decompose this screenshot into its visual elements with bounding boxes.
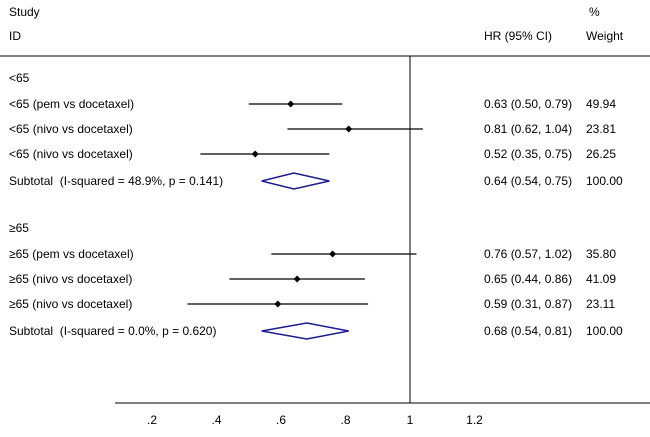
group-label: <65 (9, 71, 30, 85)
column-header-weight: Weight (586, 29, 624, 43)
weight-value: 100.00 (586, 324, 623, 338)
study-label: ≥65 (nivo vs docetaxel) (9, 272, 133, 286)
x-tick-label: 1 (406, 413, 414, 427)
subtotal-label: Subtotal (I-squared = 48.9%, p = 0.141) (9, 174, 224, 188)
point-estimate-marker (287, 100, 295, 108)
study-label: ≥65 (nivo vs docetaxel) (9, 297, 133, 311)
hr-ci-value: 0.52 (0.35, 0.75) (484, 147, 573, 161)
hr-ci-value: 0.68 (0.54, 0.81) (484, 324, 573, 338)
x-tick-label: .2 (146, 413, 157, 427)
study-label: ≥65 (pem vs docetaxel) (9, 247, 134, 261)
point-estimate-marker (251, 150, 259, 158)
weight-value: 49.94 (586, 97, 617, 111)
x-tick-label: .4 (211, 413, 222, 427)
subtotal-label: Subtotal (I-squared = 0.0%, p = 0.620) (9, 324, 217, 338)
weight-value: 41.09 (586, 272, 617, 286)
hr-ci-value: 0.63 (0.50, 0.79) (484, 97, 573, 111)
study-label: <65 (pem vs docetaxel) (9, 97, 135, 111)
group-label: ≥65 (9, 221, 29, 235)
weight-value: 35.80 (586, 247, 617, 261)
point-estimate-marker (274, 300, 282, 308)
weight-value: 100.00 (586, 174, 623, 188)
x-tick-label: 1.2 (466, 413, 483, 427)
hr-ci-value: 0.65 (0.44, 0.86) (484, 272, 573, 286)
hr-ci-value: 0.76 (0.57, 1.02) (484, 247, 573, 261)
weight-value: 23.81 (586, 122, 617, 136)
weight-value: 23.11 (586, 297, 616, 311)
subtotal-diamond (261, 322, 349, 340)
hr-ci-value: 0.59 (0.31, 0.87) (484, 297, 573, 311)
hr-ci-value: 0.81 (0.62, 1.04) (484, 122, 573, 136)
column-header-study: Study (9, 5, 40, 19)
x-tick-label: .8 (340, 413, 351, 427)
point-estimate-marker (345, 125, 353, 133)
hr-ci-value: 0.64 (0.54, 0.75) (484, 174, 573, 188)
point-estimate-marker (329, 250, 337, 258)
weight-value: 26.25 (586, 147, 617, 161)
column-header-percent: % (589, 5, 600, 19)
point-estimate-marker (293, 275, 301, 283)
column-header-id: ID (9, 29, 21, 43)
study-label: <65 (nivo vs docetaxel) (9, 122, 133, 136)
study-label: <65 (nivo vs docetaxel) (9, 147, 133, 161)
x-tick-label: .6 (275, 413, 286, 427)
column-header-hr: HR (95% CI) (484, 29, 553, 43)
subtotal-diamond (261, 172, 330, 190)
